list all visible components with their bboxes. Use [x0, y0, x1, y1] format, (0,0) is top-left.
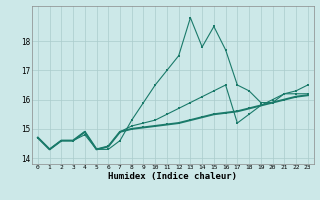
X-axis label: Humidex (Indice chaleur): Humidex (Indice chaleur) — [108, 172, 237, 181]
